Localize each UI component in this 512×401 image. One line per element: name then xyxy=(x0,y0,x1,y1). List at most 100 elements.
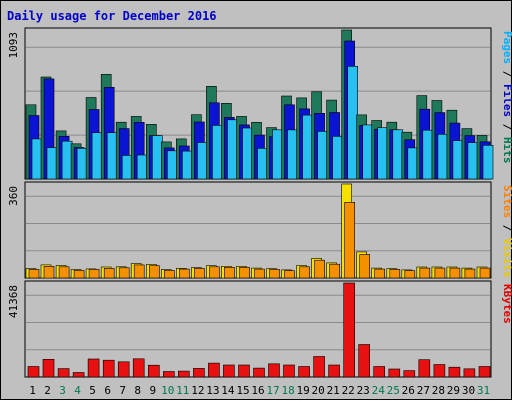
bar-pages-day-17 xyxy=(272,129,283,180)
bar-pages-day-29 xyxy=(452,140,464,180)
panel-visits-y-max-label: 360 xyxy=(7,186,20,206)
bar-pages-day-16 xyxy=(257,148,268,180)
bar-sites-day-16 xyxy=(254,268,265,279)
x-tick-label-day-11: 11 xyxy=(176,384,189,397)
bar-kbytes-day-29 xyxy=(448,366,461,378)
bar-sites-day-15 xyxy=(239,266,250,279)
bar-kbytes-day-25 xyxy=(388,368,401,378)
bar-sites-day-18 xyxy=(284,270,295,279)
bar-pages-day-2 xyxy=(46,147,58,180)
x-tick-label-day-24: 24 xyxy=(372,384,386,397)
x-tick-label-day-21: 21 xyxy=(327,384,340,397)
x-tick-label-day-25: 25 xyxy=(387,384,400,397)
bar-pages-day-21 xyxy=(332,136,343,180)
bar-sites-day-22 xyxy=(344,202,356,279)
bar-sites-day-11 xyxy=(179,268,190,279)
bar-sites-day-5 xyxy=(88,269,100,279)
bar-pages-day-28 xyxy=(437,134,449,180)
x-tick-label-day-28: 28 xyxy=(432,384,445,397)
bar-kbytes-day-27 xyxy=(418,359,431,378)
bar-pages-day-1 xyxy=(31,138,43,180)
bar-sites-day-19 xyxy=(299,266,310,279)
x-tick-label-day-7: 7 xyxy=(119,384,126,397)
bar-sites-day-28 xyxy=(434,267,446,279)
series-label-part: KBytes xyxy=(501,284,512,324)
x-tick-label-day-26: 26 xyxy=(402,384,415,397)
bar-pages-day-23 xyxy=(362,124,374,180)
bar-pages-day-4 xyxy=(76,148,88,180)
panel-kbytes: 41368 KBytes xyxy=(7,280,512,378)
series-label-part: Pages xyxy=(501,31,512,64)
x-tick-label-day-15: 15 xyxy=(236,384,249,397)
panel-visits-series-label: Sites / Visits xyxy=(501,185,512,278)
bar-pages-day-9 xyxy=(152,135,163,180)
bar-sites-day-12 xyxy=(194,267,205,279)
x-axis-day-labels: 1 2 3 4 5 6 7 8 9 10 11 12 13 14 15 16 17 18 19 20 21 22 23 24 2… xyxy=(29,384,490,397)
bar-kbytes-day-19 xyxy=(298,366,310,378)
bar-sites-day-21 xyxy=(329,263,340,279)
x-tick-label-day-31: 31 xyxy=(477,384,490,397)
bar-kbytes-day-2 xyxy=(42,358,55,378)
bar-sites-day-26 xyxy=(404,270,416,279)
panel-visits-background xyxy=(24,181,492,279)
bar-kbytes-day-22 xyxy=(343,282,356,378)
bar-kbytes-day-1 xyxy=(27,366,40,378)
x-tick-label-day-6: 6 xyxy=(104,384,111,397)
chart-title: Daily usage for December 2016 xyxy=(7,9,217,23)
bar-pages-day-24 xyxy=(377,127,389,180)
bar-sites-day-25 xyxy=(389,269,401,279)
bar-sites-day-24 xyxy=(374,268,386,279)
bar-pages-day-10 xyxy=(167,150,178,180)
bar-pages-day-14 xyxy=(227,119,238,180)
bar-kbytes-day-30 xyxy=(463,368,476,378)
bar-kbytes-day-14 xyxy=(223,364,235,378)
panel-visits: 360 Sites / Visits xyxy=(7,181,512,279)
bar-kbytes-day-31 xyxy=(478,366,491,378)
bar-kbytes-day-20 xyxy=(313,356,325,378)
x-tick-label-day-29: 29 xyxy=(447,384,460,397)
bar-pages-day-27 xyxy=(422,129,434,180)
series-label-part: Files xyxy=(501,84,512,117)
x-tick-label-day-17: 17 xyxy=(266,384,279,397)
x-tick-label-day-13: 13 xyxy=(206,384,219,397)
bar-kbytes-day-15 xyxy=(238,364,250,378)
bar-kbytes-day-4 xyxy=(72,372,85,378)
x-tick-label-day-12: 12 xyxy=(191,384,204,397)
bar-pages-day-22 xyxy=(347,66,359,180)
bar-kbytes-day-21 xyxy=(328,364,340,378)
panel-hits: 1093 Pages / Files / Hits xyxy=(7,27,512,180)
panel-hits-y-max-label: 1093 xyxy=(7,32,20,59)
panel-hits-series-label: Pages / Files / Hits xyxy=(501,31,512,164)
bar-pages-day-31 xyxy=(482,145,494,180)
bar-kbytes-day-24 xyxy=(373,366,386,378)
bar-kbytes-day-12 xyxy=(193,368,205,378)
bar-sites-day-30 xyxy=(464,268,476,279)
bar-kbytes-day-17 xyxy=(268,363,280,378)
x-tick-label-day-1: 1 xyxy=(29,384,36,397)
bar-pages-day-6 xyxy=(106,132,118,180)
bar-kbytes-day-7 xyxy=(117,361,130,378)
x-tick-label-day-20: 20 xyxy=(311,384,324,397)
bar-kbytes-day-23 xyxy=(358,344,371,378)
x-tick-label-day-27: 27 xyxy=(417,384,430,397)
series-label-part: Hits xyxy=(501,137,512,164)
x-tick-label-day-22: 22 xyxy=(342,384,355,397)
bar-pages-day-12 xyxy=(197,142,208,180)
bar-sites-day-23 xyxy=(359,254,371,279)
x-tick-label-day-9: 9 xyxy=(149,384,156,397)
bar-pages-day-11 xyxy=(182,150,193,180)
series-label-part: Sites xyxy=(501,185,512,218)
x-tick-label-day-4: 4 xyxy=(74,384,81,397)
x-tick-label-day-5: 5 xyxy=(89,384,96,397)
bar-pages-day-18 xyxy=(287,129,298,180)
x-tick-label-day-3: 3 xyxy=(59,384,66,397)
x-tick-label-day-10: 10 xyxy=(161,384,174,397)
bar-pages-day-25 xyxy=(392,129,404,180)
x-tick-label-day-19: 19 xyxy=(296,384,309,397)
x-tick-label-day-18: 18 xyxy=(281,384,294,397)
x-tick-label-day-23: 23 xyxy=(357,384,370,397)
bar-kbytes-day-18 xyxy=(283,364,295,378)
bar-pages-day-7 xyxy=(121,155,133,180)
